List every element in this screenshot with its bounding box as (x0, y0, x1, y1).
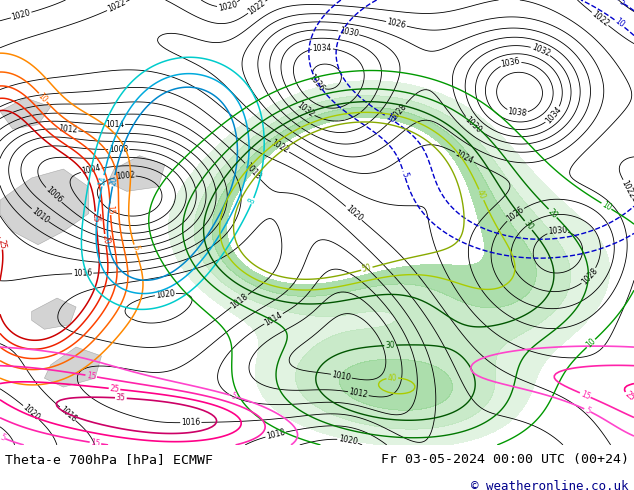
Text: 1012: 1012 (58, 124, 78, 135)
Text: 1020: 1020 (337, 434, 358, 446)
Text: 30: 30 (522, 219, 535, 232)
Text: 1002: 1002 (115, 171, 135, 181)
Text: 1026: 1026 (505, 205, 526, 223)
Text: 1004: 1004 (81, 164, 101, 176)
Text: 5: 5 (130, 244, 140, 251)
Text: 1018: 1018 (265, 428, 286, 441)
Text: 30: 30 (385, 341, 395, 350)
Text: 15: 15 (579, 389, 592, 401)
Text: 1010: 1010 (331, 370, 352, 382)
Text: 1034: 1034 (544, 105, 563, 125)
Polygon shape (44, 347, 101, 387)
Text: 1030: 1030 (339, 26, 359, 39)
Text: 40: 40 (387, 373, 398, 383)
Text: 1028: 1028 (389, 101, 409, 122)
Text: 35: 35 (116, 393, 126, 403)
Text: 15: 15 (86, 371, 96, 381)
Text: 15: 15 (90, 438, 101, 448)
Text: 20: 20 (108, 175, 119, 186)
Polygon shape (0, 169, 89, 245)
Text: 1036: 1036 (500, 57, 521, 69)
Text: 1026: 1026 (386, 17, 407, 30)
Text: 1020: 1020 (344, 204, 364, 223)
Text: 1014: 1014 (263, 310, 284, 327)
Polygon shape (108, 156, 165, 191)
Text: 10: 10 (384, 112, 397, 125)
Text: 5: 5 (617, 0, 626, 7)
Text: 1018: 1018 (230, 292, 250, 310)
Text: 10: 10 (600, 200, 613, 213)
Text: 20: 20 (100, 234, 110, 245)
Text: 25: 25 (0, 238, 7, 249)
Text: 10: 10 (585, 337, 597, 350)
Text: 5: 5 (230, 391, 237, 401)
Text: 1032: 1032 (295, 100, 316, 119)
Text: 15: 15 (105, 204, 115, 214)
Text: 1030: 1030 (463, 115, 483, 134)
Text: 14: 14 (98, 175, 108, 186)
Text: 25: 25 (623, 390, 634, 403)
Text: 50: 50 (361, 263, 373, 274)
Text: 5: 5 (583, 405, 592, 416)
Text: 1030: 1030 (548, 226, 567, 236)
Text: 5: 5 (399, 171, 410, 178)
Text: 5: 5 (0, 432, 6, 442)
Text: 1018: 1018 (242, 161, 262, 181)
Text: 1022: 1022 (106, 0, 127, 14)
Text: 25: 25 (109, 384, 120, 394)
Text: © weatheronline.co.uk: © weatheronline.co.uk (472, 480, 629, 490)
Text: 1010: 1010 (30, 206, 50, 225)
Polygon shape (32, 298, 76, 329)
Text: 20: 20 (546, 207, 559, 220)
Text: 1038: 1038 (507, 107, 527, 118)
Text: 10: 10 (612, 17, 626, 30)
Text: 1012: 1012 (348, 388, 368, 400)
Text: 8: 8 (247, 197, 257, 205)
Text: 1020: 1020 (217, 0, 238, 13)
Text: 1008: 1008 (109, 145, 128, 154)
Text: 25: 25 (91, 212, 101, 222)
Text: 1022: 1022 (620, 178, 634, 199)
Text: 1022: 1022 (590, 9, 611, 28)
Text: 1024: 1024 (454, 149, 475, 166)
Text: 1034: 1034 (313, 44, 332, 53)
Text: 1016: 1016 (181, 418, 200, 427)
Text: 1020: 1020 (11, 8, 32, 22)
Polygon shape (0, 98, 51, 129)
Text: 1022: 1022 (246, 0, 267, 16)
Text: 1032: 1032 (530, 43, 552, 58)
Text: 1022: 1022 (269, 138, 290, 155)
Text: Fr 03-05-2024 00:00 UTC (00+24): Fr 03-05-2024 00:00 UTC (00+24) (381, 453, 629, 466)
Text: 1018: 1018 (58, 404, 78, 423)
Text: 1014: 1014 (105, 120, 124, 129)
Text: 1006: 1006 (44, 185, 64, 205)
Text: 1028: 1028 (579, 266, 599, 286)
Text: 1020: 1020 (155, 289, 176, 300)
Text: Theta-e 700hPa [hPa] ECMWF: Theta-e 700hPa [hPa] ECMWF (5, 453, 213, 466)
Text: 1016: 1016 (73, 269, 93, 278)
Text: 40: 40 (476, 189, 488, 201)
Text: 10: 10 (36, 91, 49, 104)
Text: 1036: 1036 (306, 73, 326, 94)
Text: 1020: 1020 (21, 403, 41, 422)
